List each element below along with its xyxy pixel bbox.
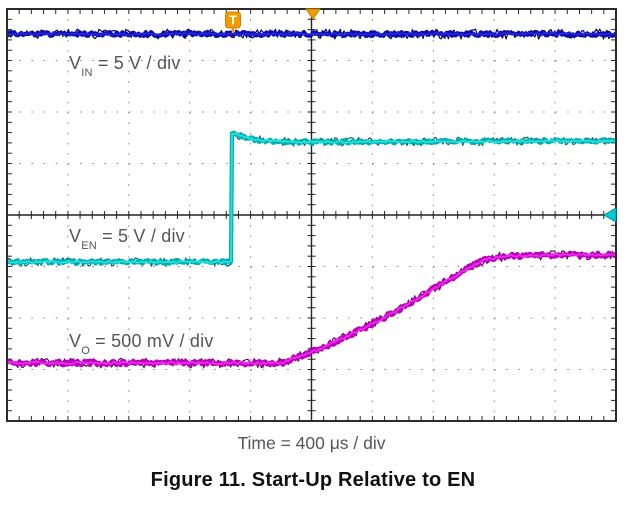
- svg-text:T: T: [229, 13, 237, 28]
- ven-trace-label: VEN = 5 V / div: [69, 226, 185, 252]
- oscilloscope-plot: T: [6, 8, 617, 422]
- figure-caption: Figure 11. Start-Up Relative to EN: [150, 469, 476, 491]
- ven-subscript: EN: [81, 239, 97, 252]
- vin-scale-text: = 5 V / div: [92, 53, 181, 73]
- channel-position-arrow-icon: [603, 207, 617, 223]
- ven-symbol: V: [69, 226, 82, 246]
- vin-subscript: IN: [81, 66, 93, 79]
- time-axis-label: Time = 400 μs / div: [237, 433, 386, 453]
- vo-symbol: V: [69, 331, 82, 351]
- vo-trace-label: VO = 500 mV / div: [69, 331, 214, 357]
- vo-subscript: O: [81, 344, 90, 357]
- vo-scale-text: = 500 mV / div: [89, 331, 214, 351]
- trigger-marker: T: [225, 11, 241, 33]
- horizontal-position-triangle-icon: [305, 8, 321, 20]
- vin-symbol: V: [69, 53, 82, 73]
- ven-scale-text: = 5 V / div: [96, 226, 185, 246]
- vin-trace-label: VIN = 5 V / div: [69, 53, 181, 79]
